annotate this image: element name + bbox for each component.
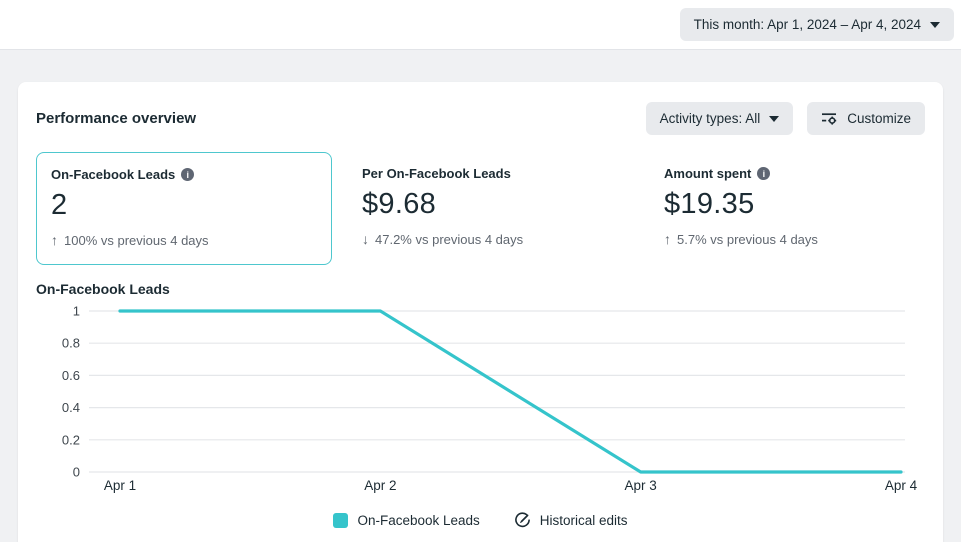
historical-edits-icon	[514, 512, 530, 528]
svg-text:0: 0	[73, 465, 80, 480]
legend-item-on-facebook-leads[interactable]: On-Facebook Leads	[333, 513, 480, 528]
svg-text:Apr 4: Apr 4	[885, 478, 918, 493]
info-icon[interactable]: i	[757, 167, 771, 180]
leads-line-chart: 1 0.8 0.6 0.4 0.2 0 Apr 1 Apr 2 Apr 3 Apr 4	[62, 304, 918, 494]
trend-up-icon: ↑	[51, 232, 58, 248]
date-range-label: This month: Apr 1, 2024 – Apr 4, 2024	[693, 17, 921, 32]
trend-text: 47.2% vs previous 4 days	[375, 231, 524, 247]
legend-item-historical-edits[interactable]: Historical edits	[514, 512, 628, 529]
performance-overview-card: Performance overview Activity types: All…	[18, 82, 943, 542]
legend-label: Historical edits	[539, 513, 628, 528]
chart-area: 1 0.8 0.6 0.4 0.2 0 Apr 1 Apr 2 Apr 3 Apr 4	[36, 301, 925, 506]
trend-text: 5.7% vs previous 4 days	[677, 231, 818, 247]
top-bar: This month: Apr 1, 2024 – Apr 4, 2024	[0, 0, 961, 50]
metric-label: Per On-Facebook Leads	[362, 166, 511, 181]
legend-label: On-Facebook Leads	[357, 513, 480, 528]
customize-button[interactable]: Customize	[807, 102, 925, 135]
page-title: Performance overview	[36, 110, 197, 127]
card-header: Performance overview Activity types: All…	[36, 102, 925, 135]
metric-card-on-facebook-leads[interactable]: On-Facebook Leads i 2 ↑ 100% vs previous…	[36, 152, 332, 265]
customize-settings-icon	[822, 113, 837, 125]
svg-text:0.4: 0.4	[62, 400, 80, 415]
metric-summary-row: On-Facebook Leads i 2 ↑ 100% vs previous…	[36, 152, 925, 265]
metric-card-amount-spent[interactable]: Amount spent i $19.35 ↑ 5.7% vs previous…	[650, 152, 832, 263]
metric-value: $9.68	[362, 188, 437, 220]
trend-up-icon: ↑	[664, 231, 671, 247]
date-range-selector[interactable]: This month: Apr 1, 2024 – Apr 4, 2024	[679, 8, 954, 41]
trend-down-icon: ↓	[362, 231, 369, 247]
series-color-swatch	[333, 513, 349, 528]
trend-text: 100% vs previous 4 days	[64, 232, 209, 248]
chart-legend: On-Facebook Leads Historical edits	[36, 512, 925, 529]
metric-label: Amount spent	[664, 166, 752, 181]
metric-card-per-on-facebook-leads[interactable]: Per On-Facebook Leads $9.68 ↓ 47.2% vs p…	[348, 152, 650, 263]
activity-types-dropdown[interactable]: Activity types: All	[645, 102, 794, 135]
svg-text:Apr 1: Apr 1	[104, 478, 136, 493]
chart-title: On-Facebook Leads	[36, 281, 170, 297]
header-actions: Activity types: All Customize	[645, 102, 925, 135]
metric-value: 2	[51, 189, 68, 221]
activity-types-label: Activity types: All	[659, 111, 761, 126]
chevron-down-icon	[930, 21, 940, 28]
svg-text:Apr 2: Apr 2	[364, 478, 396, 493]
customize-label: Customize	[847, 111, 911, 126]
metric-value: $19.35	[664, 188, 755, 220]
info-icon[interactable]: i	[181, 168, 195, 181]
svg-text:Apr 3: Apr 3	[625, 478, 657, 493]
svg-text:1: 1	[73, 304, 80, 319]
metric-label: On-Facebook Leads	[51, 167, 176, 182]
svg-text:0.8: 0.8	[62, 336, 80, 351]
chevron-down-icon	[769, 115, 780, 122]
svg-text:0.2: 0.2	[62, 432, 80, 447]
svg-text:0.6: 0.6	[62, 368, 80, 383]
